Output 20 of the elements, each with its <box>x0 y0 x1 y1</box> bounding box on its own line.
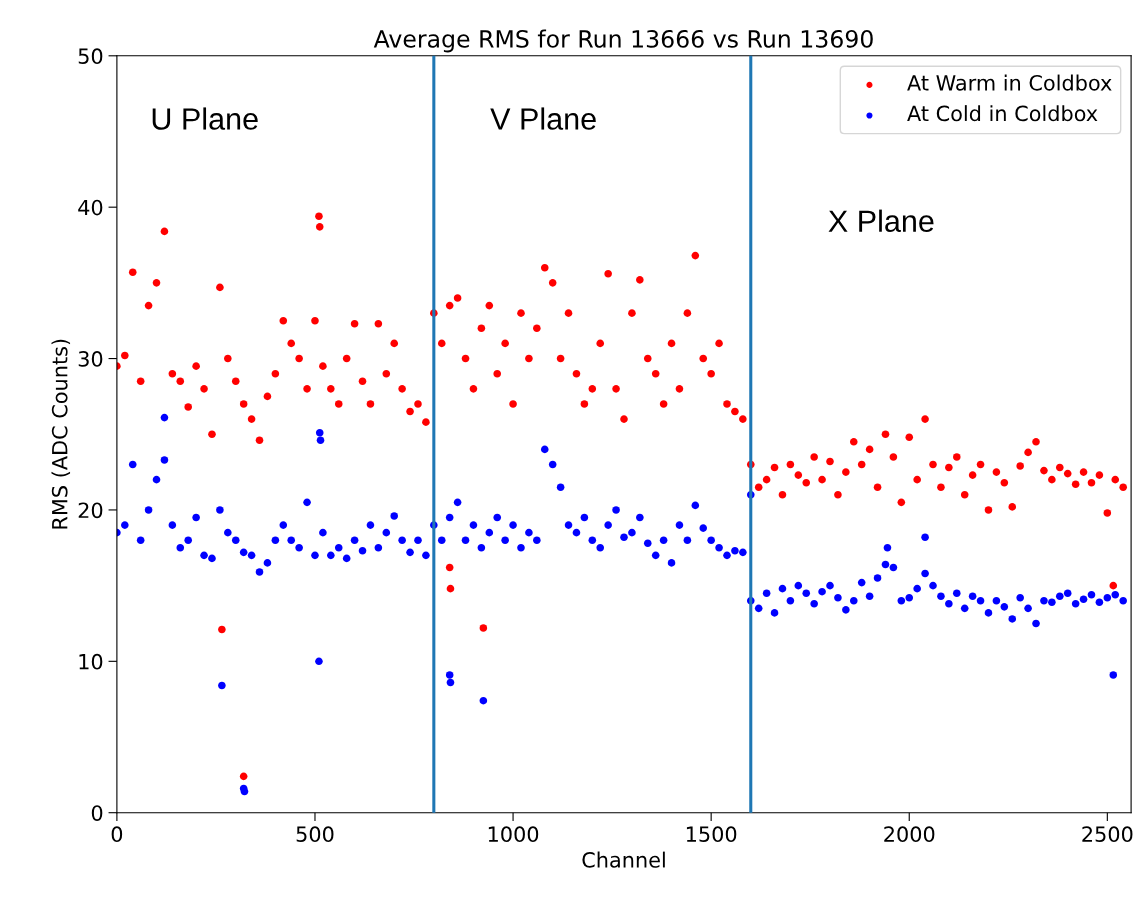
y-tick-label: 0 <box>91 805 103 821</box>
x-tick-label: 2500 <box>1082 826 1133 843</box>
y-tick-label: 10 <box>79 653 103 670</box>
x-tick-label: 1500 <box>686 826 737 843</box>
x-tick-label: 1000 <box>488 826 539 843</box>
x-tick-label: 0 <box>111 826 123 843</box>
y-tick-label: 50 <box>78 48 103 65</box>
legend-label: At Warm in Coldbox <box>907 74 1112 91</box>
annotation: X Plane <box>828 209 934 233</box>
legend-label: At Cold in Coldbox <box>907 105 1098 122</box>
annotation: V Plane <box>490 107 596 130</box>
chart-title: Average RMS for Run 13666 vs Run 13690 <box>373 29 873 53</box>
y-tick-label: 20 <box>78 502 103 519</box>
annotation: U Plane <box>152 107 258 130</box>
y-axis-title: RMS (ADC Counts) <box>51 339 71 529</box>
y-tick-label: 40 <box>78 199 103 216</box>
x-tick-label: 2000 <box>884 826 935 843</box>
y-tick-label: 30 <box>78 351 103 367</box>
x-tick-label: 500 <box>296 826 334 843</box>
x-axis-title: Channel <box>582 851 665 868</box>
